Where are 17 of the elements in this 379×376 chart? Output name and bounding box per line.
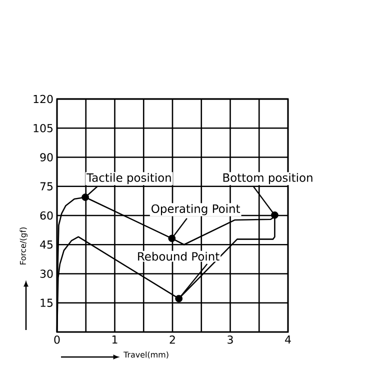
y-tick-label: 90 — [40, 153, 53, 162]
y-tick-label: 60 — [40, 211, 53, 220]
y-tick-label: 75 — [40, 182, 53, 190]
y-tick-label: 105 — [34, 124, 53, 132]
annotation: Tactile position — [86, 173, 171, 184]
y-tick-label: 15 — [40, 298, 53, 307]
x-tick-label: 3 — [228, 336, 233, 344]
annotation: Bottom position — [223, 173, 312, 184]
annotation: Operating Point — [152, 204, 240, 216]
x-tick-label: 0 — [54, 336, 60, 344]
annotation: Rebound Point — [138, 252, 220, 261]
y-tick-label: 30 — [40, 270, 53, 278]
x-tick-label: 4 — [285, 336, 291, 344]
x-tick-label: 2 — [170, 336, 175, 344]
x-tick-label: 1 — [112, 336, 118, 344]
y-tick-label: 120 — [34, 94, 53, 104]
y-tick-label: 45 — [40, 240, 53, 249]
